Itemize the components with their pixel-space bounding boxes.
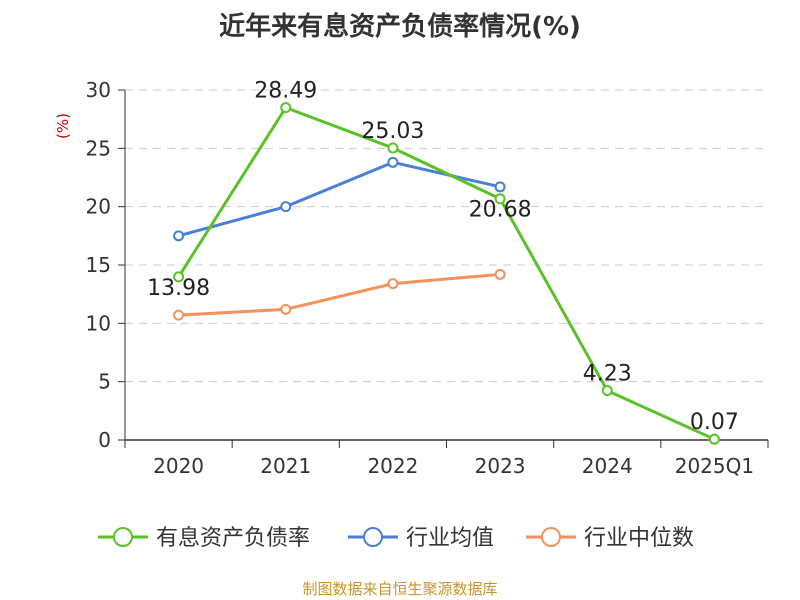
source-note: 制图数据来自恒生聚源数据库 [302, 580, 498, 598]
legend-marker [363, 527, 383, 547]
x-tick-label: 2025Q1 [675, 454, 754, 478]
series-lines [173, 102, 720, 445]
data-point [280, 102, 292, 114]
data-label: 13.98 [147, 276, 210, 301]
data-label: 20.68 [469, 198, 532, 223]
y-tick-label: 25 [86, 136, 111, 160]
legend-label: 有息资产负债率 [156, 526, 310, 551]
legend-marker [541, 527, 561, 547]
data-label: 0.07 [690, 410, 739, 435]
data-label: 4.23 [583, 362, 632, 387]
series-line [177, 106, 716, 441]
gridlines [125, 89, 768, 383]
x-tick-label: 2021 [260, 454, 311, 478]
x-tick-label: 2020 [153, 454, 204, 478]
data-point [387, 156, 399, 168]
x-tick-label: 2022 [367, 454, 418, 478]
data-labels: 13.98 28.49 25.03 20.68 4.23 0.07 [147, 79, 739, 436]
data-point [387, 142, 399, 154]
y-tick-label: 15 [86, 253, 111, 277]
x-tick-label: 2023 [475, 454, 526, 478]
x-tick-label: 2024 [582, 454, 633, 478]
data-point [387, 278, 399, 290]
y-axis-label: (%) [54, 113, 72, 139]
legend-marker [113, 527, 133, 547]
data-point [173, 230, 185, 242]
data-point [708, 433, 720, 445]
data-point [494, 193, 506, 205]
legend-label: 行业中位数 [584, 526, 694, 551]
axes: 0 5 10 15 20 25 30 2020 2021 2022 2023 2024 2025Q1 (%… [54, 78, 769, 478]
y-tick-label: 5 [98, 370, 111, 394]
data-point [173, 309, 185, 321]
y-tick-label: 30 [86, 78, 111, 102]
data-point [280, 303, 292, 315]
data-point [494, 181, 506, 193]
y-tick-label: 10 [86, 311, 111, 335]
legend-label: 行业均值 [406, 526, 494, 551]
data-point [280, 201, 292, 213]
data-point [173, 271, 185, 283]
series-line [178, 272, 501, 317]
y-tick-label: 0 [98, 428, 111, 452]
data-label: 28.49 [254, 79, 317, 104]
chart-title: 近年来有息资产负债率情况(%) [219, 12, 581, 42]
data-point [494, 268, 506, 280]
y-tick-label: 20 [86, 195, 111, 219]
data-point [601, 385, 613, 397]
data-label: 25.03 [361, 119, 424, 144]
legend: 有息资产负债率 行业均值 行业中位数 [98, 526, 694, 551]
